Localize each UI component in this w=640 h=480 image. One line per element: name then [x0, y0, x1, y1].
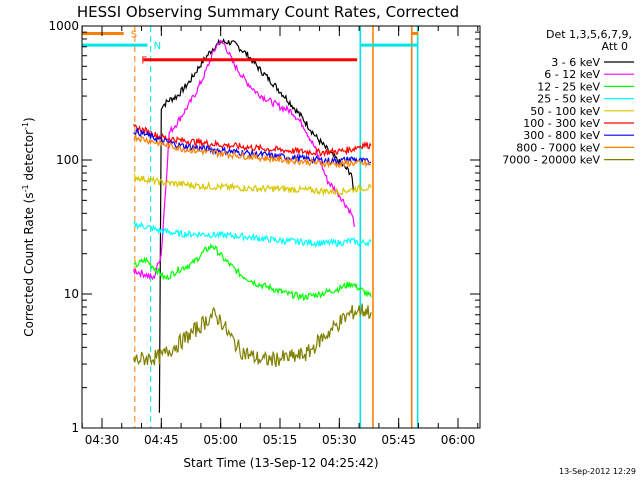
- series-line-9: [133, 303, 372, 367]
- x-tick-label: 05:30: [322, 433, 357, 447]
- x-axis: 04:30 04:45 05:00 05:15 05:30 05:45 06:00: [81, 26, 479, 447]
- attenuator-bars: S NF: [82, 29, 419, 67]
- status-bar-label-n: N: [154, 41, 161, 52]
- y-tick-label: 1000: [48, 19, 79, 33]
- series-line-4: [133, 220, 372, 248]
- x-tick-label: 04:30: [85, 433, 120, 447]
- series-line-8: [133, 134, 372, 169]
- y-axis-label: Corrected Count Rate (s-1 detector-1): [21, 117, 36, 336]
- legend-label-1: 3 - 6 keV: [551, 56, 600, 69]
- timestamp: 13-Sep-2012 12:29: [559, 467, 636, 476]
- x-tick-label: 06:00: [441, 433, 476, 447]
- legend-label-4: 25 - 50 keV: [537, 93, 600, 106]
- series-line-6: [133, 123, 372, 158]
- y-tick-label: 1: [71, 421, 79, 435]
- legend-label-5: 50 - 100 keV: [530, 105, 600, 118]
- y-axis: 1 10 100 1000: [48, 19, 480, 435]
- chart-title: HESSI Observing Summary Count Rates, Cor…: [77, 3, 459, 21]
- x-tick-label: 05:00: [203, 433, 238, 447]
- status-bar-label-s: S: [131, 29, 137, 40]
- x-tick-label: 05:15: [263, 433, 298, 447]
- legend-header-line1: Det 1,3,5,6,7,9,: [546, 28, 632, 41]
- x-tick-label: 05:45: [381, 433, 416, 447]
- series-line-2: [133, 39, 356, 281]
- series-line-5: [133, 173, 372, 197]
- x-axis-label: Start Time (13-Sep-12 04:25:42): [183, 456, 378, 470]
- plot-frame: [81, 25, 481, 429]
- legend-label-6: 100 - 300 keV: [523, 117, 600, 130]
- status-bar-label-f: F: [141, 56, 147, 67]
- legend-label-2: 6 - 12 keV: [544, 68, 600, 81]
- y-tick-label: 100: [56, 153, 79, 167]
- legend-label-8: 800 - 7000 keV: [516, 141, 600, 154]
- series-line-3: [133, 242, 372, 301]
- legend-label-3: 12 - 25 keV: [537, 80, 600, 93]
- x-tick-label: 04:45: [144, 433, 179, 447]
- y-tick-label: 10: [64, 287, 79, 301]
- data-series: [133, 38, 372, 413]
- legend-label-7: 300 - 800 keV: [523, 129, 600, 142]
- legend-label-9: 7000 - 20000 keV: [502, 154, 600, 167]
- series-line-1: [158, 38, 354, 413]
- legend-header-line2: Att 0: [602, 40, 628, 53]
